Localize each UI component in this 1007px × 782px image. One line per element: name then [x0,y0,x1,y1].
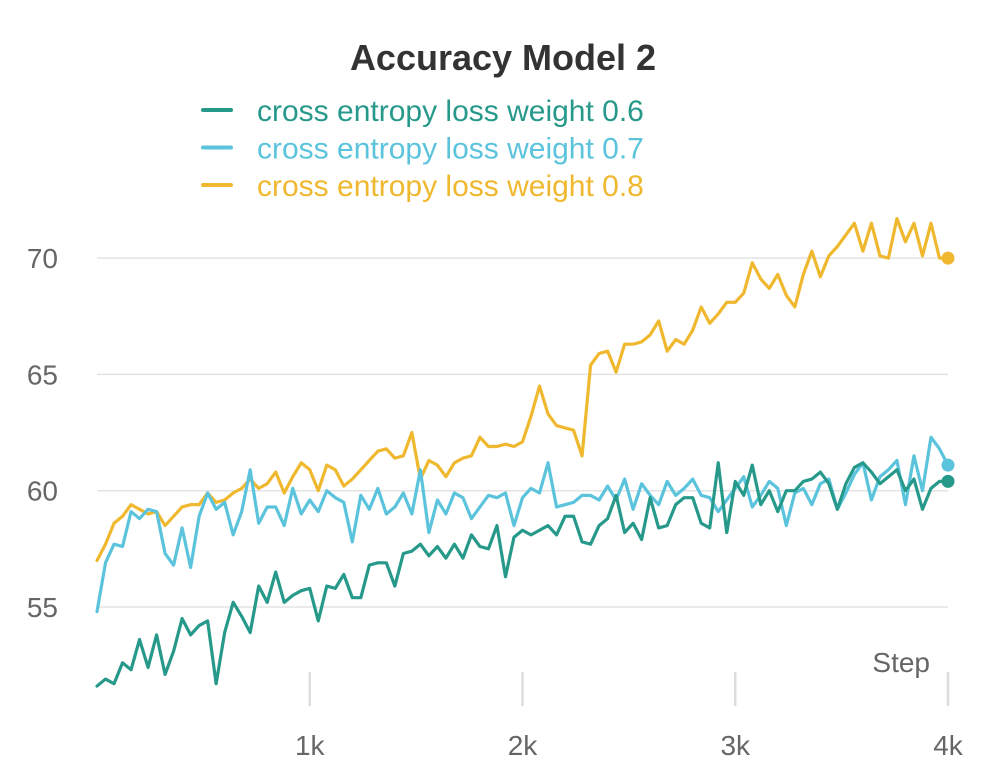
series-line [95,461,950,688]
x-tick-label: 4k [933,730,964,761]
series-group [95,217,950,688]
y-tick-label: 70 [27,243,58,274]
series-endpoint-marker [941,474,955,488]
chart-legend: cross entropy loss weight 0.6 cross entro… [201,95,644,203]
series-line [95,217,950,563]
series-endpoint-marker [941,251,955,265]
grid-lines [97,257,948,608]
x-axis: 1k 2k 3k 4k [295,672,964,761]
chart-title: Accuracy Model 2 [350,37,656,78]
legend-label: cross entropy loss weight 0.7 [257,133,644,166]
series-endpoints [941,251,955,488]
legend-label: cross entropy loss weight 0.6 [257,95,644,128]
legend-label: cross entropy loss weight 0.8 [257,170,644,203]
y-tick-label: 60 [27,476,58,507]
series-endpoint-marker [941,458,955,472]
y-axis: 55 60 65 70 [27,243,58,623]
y-tick-label: 55 [27,592,58,623]
series-line [95,435,950,614]
x-tick-label: 2k [508,730,539,761]
x-axis-label: Step [872,647,930,678]
y-tick-label: 65 [27,359,58,390]
x-tick-label: 3k [720,730,751,761]
x-tick-label: 1k [295,730,326,761]
